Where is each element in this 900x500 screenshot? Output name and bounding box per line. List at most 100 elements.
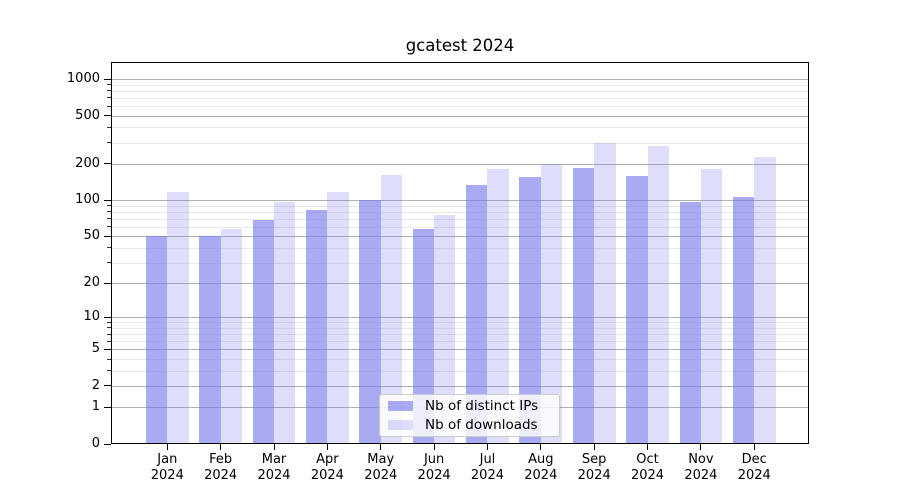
x-tick-label: Apr 2024 [310, 452, 344, 483]
bar-apr-distinct-ips [305, 210, 328, 444]
y-tick-mark [104, 385, 111, 387]
x-tick-label: May 2024 [364, 452, 398, 483]
y-tick-mark [104, 78, 111, 80]
minor-gridline [112, 359, 808, 360]
major-gridline [112, 385, 808, 387]
legend-label-downloads: Nb of downloads [425, 417, 538, 433]
y-minor-tick-mark [107, 340, 111, 342]
bar-dec-distinct-ips [732, 196, 755, 444]
bar-dec-downloads [754, 157, 776, 444]
minor-gridline [112, 322, 808, 324]
y-tick-mark [104, 282, 111, 284]
y-tick-mark [104, 443, 111, 445]
y-minor-tick-mark [107, 90, 111, 92]
minor-gridline [112, 211, 808, 213]
y-tick-label: 20 [83, 275, 100, 291]
legend-item-distinct-ips: Nb of distinct IPs [388, 398, 559, 414]
x-tick-mark [593, 444, 595, 450]
legend-swatch-downloads-icon [388, 420, 413, 430]
y-tick-label: 50 [83, 228, 100, 244]
y-tick-label: 200 [75, 155, 100, 171]
y-minor-tick-mark [107, 205, 111, 207]
y-minor-tick-mark [107, 84, 111, 86]
y-tick-label: 0 [91, 436, 100, 451]
y-minor-tick-mark [107, 211, 111, 213]
y-minor-tick-mark [107, 105, 111, 107]
chart-title: gcatest 2024 [405, 36, 515, 55]
legend-swatch-distinct-ips-icon [388, 401, 413, 411]
y-minor-tick-mark [107, 126, 111, 128]
x-tick-label: Dec 2024 [737, 452, 771, 483]
minor-gridline [112, 226, 808, 228]
major-gridline [112, 163, 808, 165]
legend: Nb of distinct IPs Nb of downloads [379, 394, 560, 437]
y-minor-tick-mark [107, 358, 111, 360]
y-tick-label: 1000 [66, 71, 100, 87]
bar-feb-distinct-ips [199, 236, 221, 444]
bar-sep-downloads [594, 142, 616, 444]
x-tick-mark [753, 444, 755, 450]
y-minor-tick-mark [107, 247, 111, 249]
major-gridline [112, 115, 808, 117]
y-tick-label: 5 [91, 341, 100, 357]
y-tick-mark [104, 199, 111, 201]
y-tick-mark [104, 163, 111, 165]
bar-jul-downloads [487, 168, 509, 444]
x-tick-mark [220, 444, 222, 450]
x-tick-label: Jan 2024 [150, 452, 184, 483]
y-minor-tick-mark [107, 218, 111, 220]
major-gridline [112, 236, 808, 238]
major-gridline [112, 283, 808, 285]
minor-gridline [112, 334, 808, 336]
major-gridline [112, 200, 808, 202]
x-tick-label: Nov 2024 [684, 452, 718, 483]
bar-aug-distinct-ips [519, 177, 541, 444]
major-gridline [112, 79, 808, 81]
x-tick-mark [647, 444, 649, 450]
legend-item-downloads: Nb of downloads [388, 417, 559, 433]
minor-gridline [112, 370, 808, 372]
bar-jan-distinct-ips [145, 236, 168, 444]
bar-jun-distinct-ips [412, 228, 435, 444]
y-minor-tick-mark [107, 321, 111, 323]
plot-area [111, 62, 809, 444]
bar-aug-downloads [540, 163, 563, 444]
x-tick-mark [486, 444, 488, 450]
bar-mar-downloads [274, 202, 296, 444]
bar-nov-downloads [700, 169, 723, 444]
minor-gridline [112, 106, 808, 108]
minor-gridline [112, 90, 808, 92]
x-tick-mark [433, 444, 435, 450]
x-tick-mark [166, 444, 168, 450]
x-tick-label: Aug 2024 [524, 452, 558, 483]
y-minor-tick-mark [107, 370, 111, 372]
bar-apr-downloads [327, 192, 349, 444]
y-tick-label: 500 [75, 107, 100, 123]
y-tick-label: 10 [83, 309, 100, 325]
x-tick-mark [540, 444, 542, 450]
bar-sep-distinct-ips [572, 168, 595, 444]
y-minor-tick-mark [107, 226, 111, 228]
major-gridline [112, 349, 808, 351]
bar-may-downloads [380, 174, 403, 444]
minor-gridline [112, 142, 808, 144]
y-tick-mark [104, 348, 111, 350]
bar-nov-distinct-ips [679, 201, 701, 444]
x-tick-mark [326, 444, 328, 450]
minor-gridline [112, 327, 808, 329]
bar-jun-downloads [434, 215, 456, 444]
minor-gridline [112, 205, 808, 207]
bar-jul-distinct-ips [466, 184, 488, 444]
x-tick-label: Feb 2024 [204, 452, 238, 483]
minor-gridline [112, 341, 808, 343]
y-minor-tick-mark [107, 327, 111, 329]
x-tick-label: Oct 2024 [630, 452, 665, 483]
minor-gridline [112, 97, 808, 99]
y-tick-mark [104, 406, 111, 408]
y-tick-label: 100 [75, 192, 100, 208]
y-minor-tick-mark [107, 97, 111, 99]
bar-feb-downloads [220, 228, 243, 444]
y-tick-mark [104, 316, 111, 318]
bar-may-distinct-ips [359, 200, 381, 444]
